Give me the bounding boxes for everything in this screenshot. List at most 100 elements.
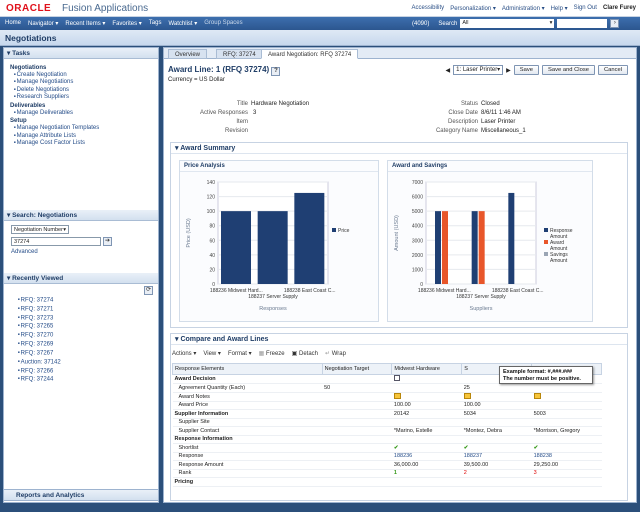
- grid-cell: [461, 435, 532, 444]
- task-link[interactable]: Manage Cost Factor Lists: [14, 139, 99, 146]
- cancel-button[interactable]: Cancel: [597, 65, 628, 75]
- reports-analytics-header[interactable]: Reports and Analytics: [3, 489, 159, 501]
- view-menu[interactable]: View ▾: [203, 351, 221, 357]
- page-title: Negotiations: [5, 33, 57, 43]
- nav-navigator[interactable]: Navigator ▾: [28, 21, 59, 27]
- x-axis-label: Suppliers: [470, 306, 493, 312]
- refresh-icon[interactable]: ⟳: [144, 286, 153, 295]
- help-icon[interactable]: ?: [271, 67, 281, 76]
- recent-item-link[interactable]: Auction: 37142: [18, 358, 61, 367]
- bar: [508, 192, 515, 284]
- recent-item-link[interactable]: RFQ: 37267: [18, 349, 61, 358]
- nav-group-spaces[interactable]: Group Spaces: [204, 20, 243, 26]
- nav-watchlist[interactable]: Watchlist ▾: [168, 21, 198, 27]
- help-menu[interactable]: Help ▾: [550, 6, 568, 12]
- prev-arrow-icon[interactable]: ◀: [445, 67, 451, 74]
- description-value: Laser Printer: [481, 119, 516, 125]
- award-summary-header[interactable]: ▾ Award Summary: [171, 143, 627, 154]
- note-icon[interactable]: [533, 392, 541, 399]
- grid-cell: 1: [391, 469, 462, 478]
- award-checkbox[interactable]: [393, 375, 400, 381]
- recent-item-link[interactable]: RFQ: 37271: [18, 305, 61, 314]
- search-scope-select[interactable]: All: [460, 19, 555, 28]
- grid-cell: 25: [461, 383, 532, 393]
- x-tick-label: 188237 Server Supply: [456, 294, 506, 300]
- format-menu[interactable]: Format ▾: [227, 351, 252, 357]
- grid-cell: ✔: [531, 443, 602, 453]
- y-tick-label: 2000: [412, 253, 423, 259]
- grid-cell: [531, 435, 602, 444]
- nav-favorites[interactable]: Favorites ▾: [112, 21, 142, 27]
- legend-label: Amount: [550, 246, 568, 252]
- item-label: Item: [236, 119, 248, 125]
- grid-cell: ✔: [461, 443, 532, 453]
- grid-column-header[interactable]: Response Elements: [172, 363, 323, 375]
- category-label: Category Name: [435, 128, 478, 134]
- grid-row: Award Price 100.00 100.00: [172, 401, 602, 410]
- nav-home[interactable]: Home: [5, 20, 22, 26]
- y-tick-label: 60: [209, 238, 215, 244]
- grid-row: Agreement Quantity (Each) 50 25: [172, 383, 602, 393]
- detach-button[interactable]: ▣ Detach: [291, 351, 319, 357]
- recently-viewed-list: RFQ: 37274RFQ: 37271RFQ: 37273RFQ: 37265…: [18, 296, 61, 384]
- personalization-menu[interactable]: Personalization ▾: [450, 6, 496, 12]
- task-link[interactable]: Research Suppliers: [14, 93, 99, 100]
- recent-item-link[interactable]: RFQ: 37274: [18, 296, 61, 305]
- watchlist-count[interactable]: (4090): [412, 20, 430, 27]
- search-panel-header[interactable]: ▾ Search: Negotiations: [4, 210, 158, 221]
- recent-item-link[interactable]: RFQ: 37270: [18, 331, 61, 340]
- search-icon[interactable]: ›: [610, 19, 620, 28]
- search-field-select[interactable]: Negotiation Number: [11, 225, 69, 234]
- close-date-value: 8/6/11 1:46 AM: [481, 110, 521, 116]
- recently-viewed-header[interactable]: ▾ Recently Viewed: [4, 273, 158, 284]
- recent-item-link[interactable]: RFQ: 37244: [18, 375, 61, 384]
- y-tick-label: 0: [212, 282, 215, 288]
- task-link[interactable]: Manage Attribute Lists: [14, 132, 99, 139]
- task-link[interactable]: Manage Deliverables: [14, 109, 99, 116]
- grid-cell: [322, 477, 392, 487]
- grid-cell: [322, 452, 392, 461]
- actions-menu[interactable]: Actions ▾: [172, 351, 197, 357]
- wrap-button[interactable]: ↵ Wrap: [325, 351, 346, 357]
- grid-cell: 36,000.00: [391, 460, 462, 470]
- nav-recent-items[interactable]: Recent Items ▾: [65, 21, 106, 27]
- note-icon[interactable]: [463, 392, 471, 399]
- revision-label: Revision: [224, 128, 248, 134]
- note-icon[interactable]: [393, 392, 401, 399]
- nav-tags[interactable]: Tags: [148, 20, 162, 26]
- sign-out-link[interactable]: Sign Out: [573, 5, 597, 11]
- tasks-header[interactable]: ▾ Tasks: [4, 48, 158, 59]
- award-savings-title: Award and Savings: [388, 161, 592, 172]
- global-search-input[interactable]: [557, 19, 608, 28]
- grid-cell: [391, 383, 462, 393]
- administration-menu[interactable]: Administration ▾: [501, 6, 545, 12]
- close-date-label: Close Date: [448, 110, 478, 116]
- recent-item-link[interactable]: RFQ: 37273: [18, 314, 61, 323]
- negotiation-number-input[interactable]: 37274: [11, 237, 101, 246]
- tab-rfq[interactable]: RFQ: 37274: [216, 49, 263, 59]
- save-button[interactable]: Save: [513, 65, 540, 75]
- save-close-button[interactable]: Save and Close: [542, 65, 595, 75]
- task-link[interactable]: Manage Negotiations: [14, 78, 99, 85]
- accessibility-link[interactable]: Accessibility: [411, 5, 445, 11]
- task-link[interactable]: Manage Negotiation Templates: [14, 124, 100, 131]
- grid-column-header[interactable]: Negotiation Target: [321, 363, 393, 375]
- tab-overview[interactable]: Overview: [168, 49, 208, 59]
- grid-cell: *Marino, Estelle: [391, 426, 462, 436]
- task-link[interactable]: Delete Negotiations: [14, 86, 99, 93]
- tab-award-negotiation[interactable]: Award Negotiation: RFQ 37274: [261, 49, 359, 59]
- compare-award-header[interactable]: ▾ Compare and Award Lines: [171, 334, 627, 345]
- go-arrow-icon[interactable]: ➔: [103, 237, 112, 246]
- grid-column-header[interactable]: Midwest Hardware: [391, 363, 463, 375]
- recent-item-link[interactable]: RFQ: 37265: [18, 322, 61, 331]
- check-icon: ✔: [463, 444, 469, 451]
- grid-row-label: Supplier Contact: [172, 426, 323, 436]
- global-links: Accessibility Personalization ▾ Administ…: [412, 5, 637, 12]
- task-link[interactable]: Create Negotiation: [14, 71, 99, 78]
- next-arrow-icon[interactable]: ▶: [506, 67, 511, 74]
- freeze-button[interactable]: ▦ Freeze: [258, 351, 285, 357]
- recent-item-link[interactable]: RFQ: 37269: [18, 340, 61, 349]
- printer-select[interactable]: 1: Laser Printer: [453, 65, 504, 75]
- recent-item-link[interactable]: RFQ: 37266: [18, 367, 61, 376]
- advanced-search-link[interactable]: Advanced: [11, 249, 38, 255]
